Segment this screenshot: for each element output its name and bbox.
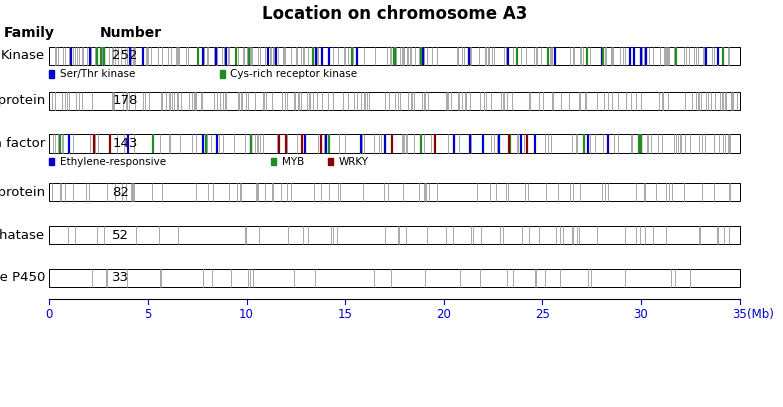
Text: 20: 20 bbox=[436, 308, 451, 321]
Text: 30: 30 bbox=[633, 308, 648, 321]
Text: 25: 25 bbox=[535, 308, 550, 321]
Bar bbox=[271, 158, 276, 165]
Text: F-box protein: F-box protein bbox=[0, 94, 45, 107]
Text: 33: 33 bbox=[113, 271, 129, 284]
Text: 5: 5 bbox=[144, 308, 152, 321]
Text: Cytochrome P450: Cytochrome P450 bbox=[0, 271, 45, 284]
Text: 143: 143 bbox=[113, 137, 138, 150]
Bar bbox=[49, 269, 740, 287]
Text: 15: 15 bbox=[337, 308, 352, 321]
Text: Transcription factor: Transcription factor bbox=[0, 137, 45, 150]
Text: Ethylene-responsive: Ethylene-responsive bbox=[60, 157, 166, 166]
Bar bbox=[49, 92, 740, 110]
Bar bbox=[49, 47, 740, 65]
Bar bbox=[49, 70, 54, 78]
Text: Ribosomal protein: Ribosomal protein bbox=[0, 186, 45, 199]
Text: Cys-rich receptor kinase: Cys-rich receptor kinase bbox=[230, 69, 358, 79]
Text: Ser/Thr kinase: Ser/Thr kinase bbox=[60, 69, 135, 79]
Bar bbox=[219, 70, 225, 78]
Bar bbox=[328, 158, 334, 165]
Bar bbox=[49, 183, 740, 201]
Bar bbox=[49, 226, 740, 244]
Text: 178: 178 bbox=[113, 94, 138, 107]
Text: Number: Number bbox=[99, 26, 162, 40]
Text: Phosphatase: Phosphatase bbox=[0, 229, 45, 241]
Text: Family: Family bbox=[4, 26, 55, 40]
Text: (Mb): (Mb) bbox=[748, 308, 774, 321]
Text: Kinase: Kinase bbox=[2, 50, 45, 62]
Text: 252: 252 bbox=[113, 50, 138, 62]
Text: MYB: MYB bbox=[282, 157, 304, 166]
Text: 0: 0 bbox=[45, 308, 53, 321]
Text: 82: 82 bbox=[113, 186, 129, 199]
Bar bbox=[49, 134, 740, 153]
Text: Location on chromosome A3: Location on chromosome A3 bbox=[262, 5, 527, 23]
Text: WRKY: WRKY bbox=[339, 157, 369, 166]
Text: 10: 10 bbox=[239, 308, 254, 321]
Text: 52: 52 bbox=[113, 229, 129, 241]
Text: 35: 35 bbox=[732, 308, 747, 321]
Bar bbox=[49, 158, 54, 165]
